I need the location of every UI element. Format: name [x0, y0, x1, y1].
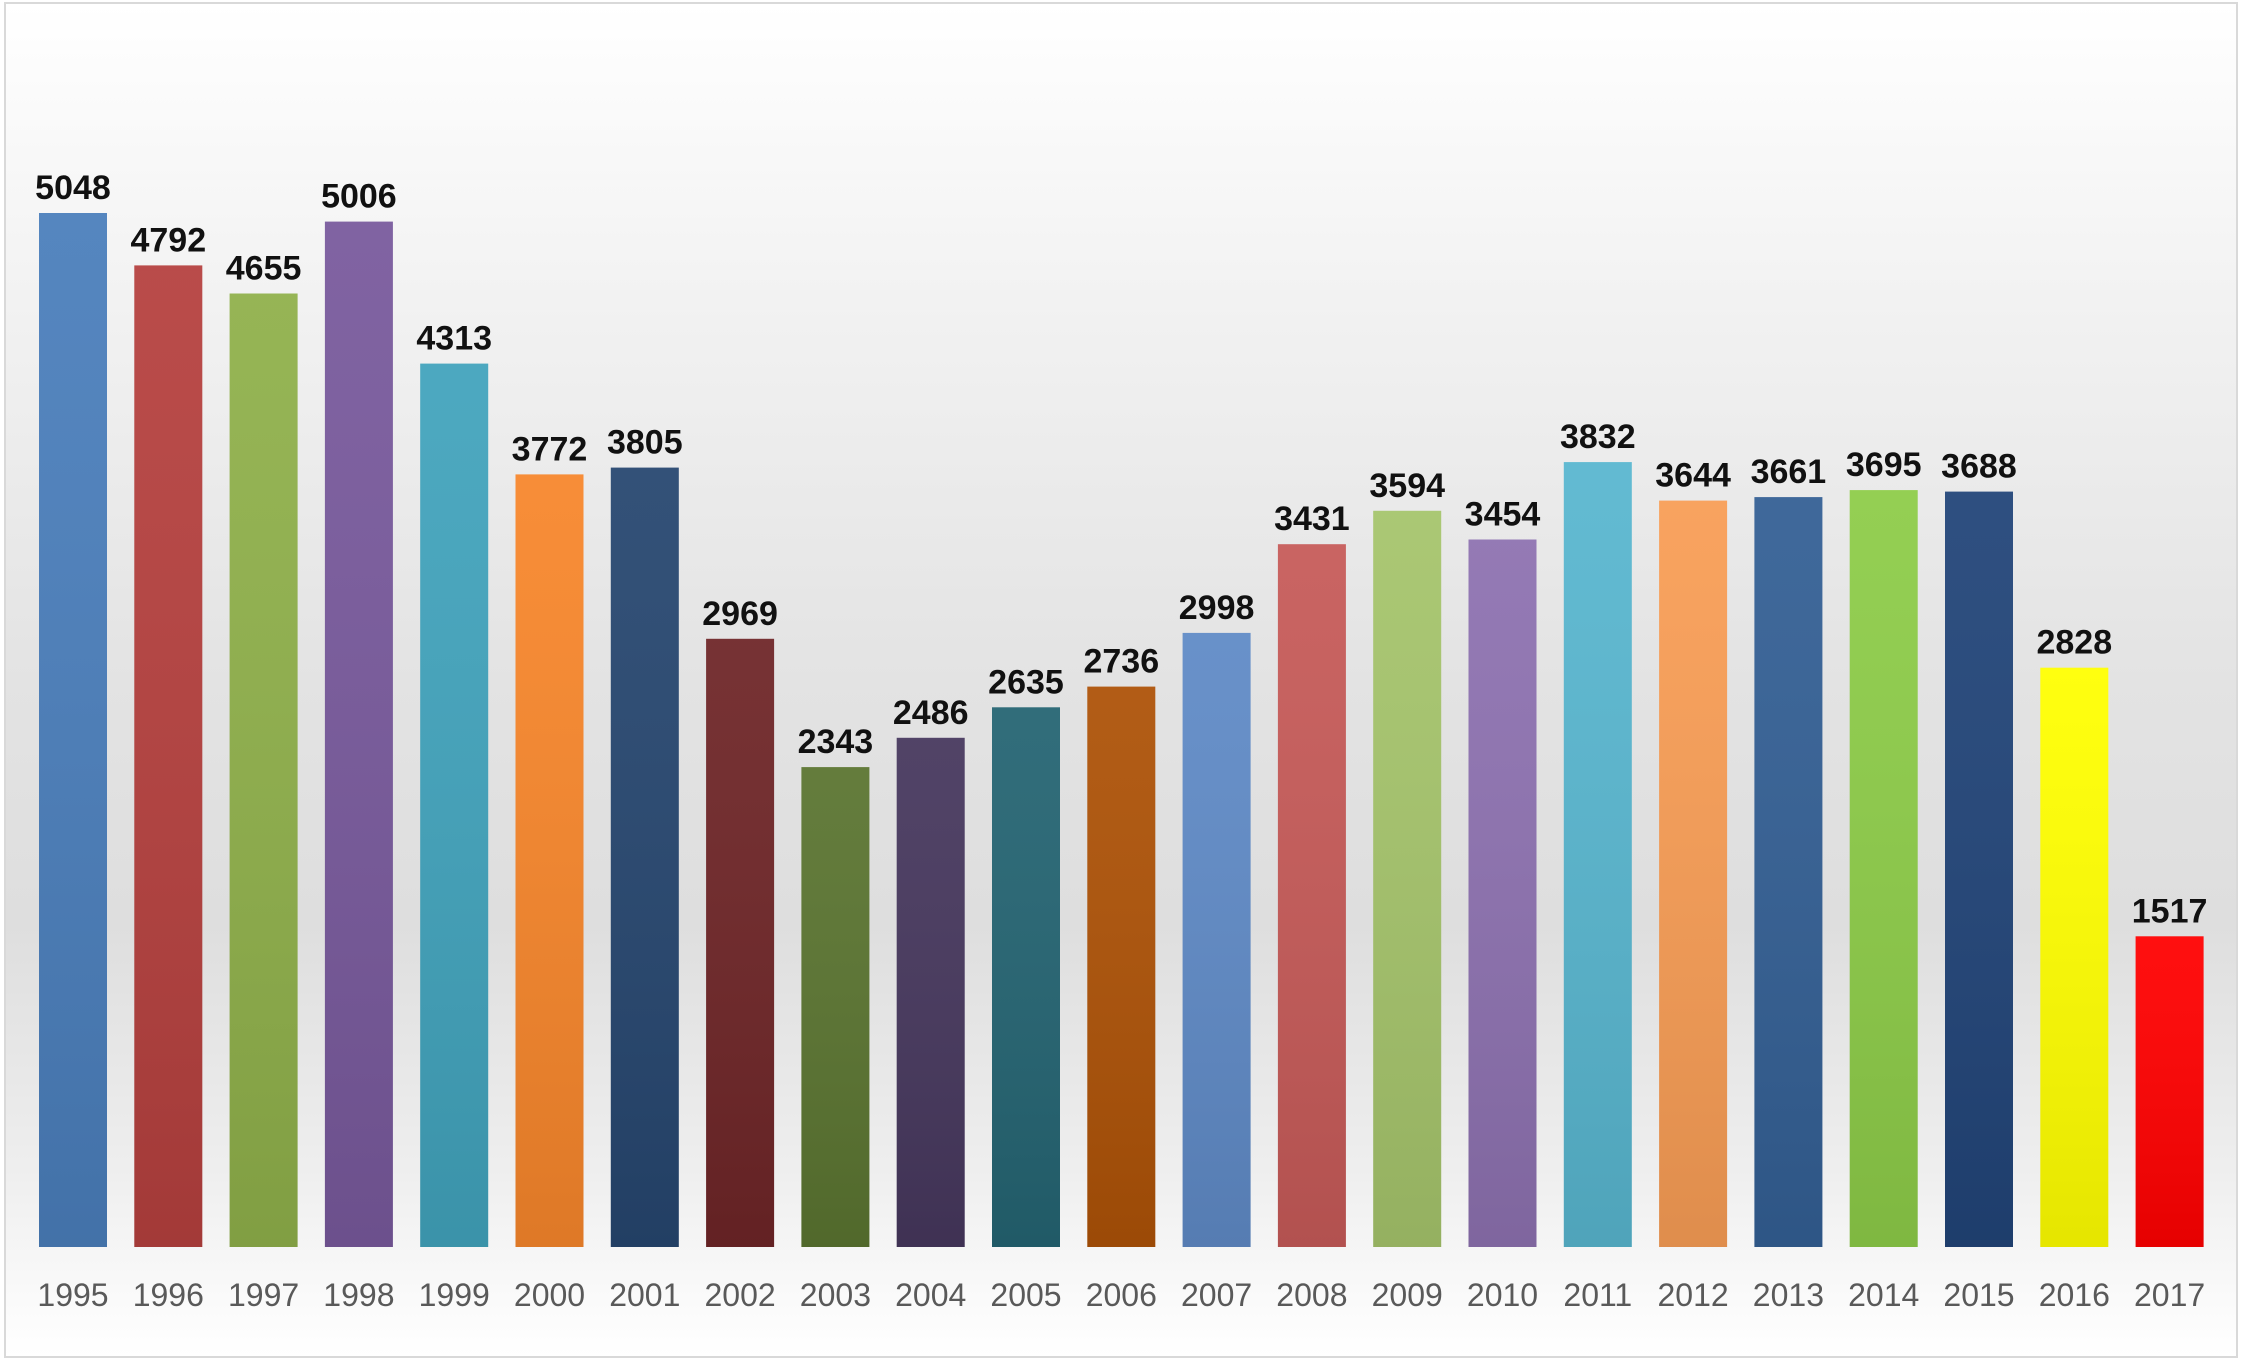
data-label-1996: 4792: [130, 221, 206, 259]
bar-shading-2016: [2040, 667, 2109, 1247]
x-tick-label-2008: 2008: [1276, 1277, 1347, 1313]
bar-shading-1997: [229, 293, 298, 1247]
bar-shading-1999: [420, 363, 489, 1248]
data-label-1998: 5006: [321, 178, 397, 216]
data-label-2007: 2998: [1179, 589, 1255, 627]
bar-shading-2004: [896, 737, 965, 1247]
data-label-2017: 1517: [2132, 892, 2208, 930]
data-label-2000: 3772: [512, 430, 588, 468]
bar-shading-2012: [1659, 500, 1728, 1248]
x-tick-label-1998: 1998: [323, 1277, 394, 1313]
bar-shading-2014: [1849, 490, 1918, 1248]
data-label-2006: 2736: [1083, 643, 1159, 681]
x-tick-label-1996: 1996: [133, 1277, 204, 1313]
bar-shading-2005: [992, 707, 1060, 1247]
bar-shading-2017: [2135, 936, 2204, 1247]
bar-shading-2010: [1468, 539, 1537, 1247]
bar-shading-1998: [324, 221, 393, 1248]
bar-shading-2013: [1754, 497, 1823, 1248]
bar-shading-2015: [1945, 491, 2013, 1248]
data-label-2014: 3695: [1846, 446, 1922, 484]
x-tick-label-2007: 2007: [1181, 1277, 1252, 1313]
bar-shading-2011: [1563, 462, 1632, 1248]
x-tick-label-2006: 2006: [1086, 1277, 1157, 1313]
x-tick-label-2000: 2000: [514, 1277, 585, 1313]
data-label-2001: 3805: [607, 424, 683, 462]
x-tick-label-2011: 2011: [1563, 1277, 1632, 1313]
data-label-2002: 2969: [702, 595, 778, 633]
x-axis: 1995 1996 1997 1998 1999 2000 2001 2002 2003 2004…: [37, 1277, 2205, 1313]
data-label-2016: 2828: [2036, 624, 2112, 662]
bar-shading-2000: [515, 474, 584, 1247]
data-label-2008: 3431: [1274, 500, 1350, 538]
data-label-2012: 3644: [1655, 457, 1731, 495]
data-label-2005: 2635: [988, 663, 1064, 701]
data-label-2004: 2486: [893, 694, 969, 732]
bar-shading-2009: [1373, 510, 1442, 1247]
x-tick-label-2013: 2013: [1753, 1277, 1824, 1313]
data-label-2003: 2343: [798, 723, 874, 761]
data-label-2010: 3454: [1465, 496, 1541, 534]
x-tick-label-2002: 2002: [705, 1277, 776, 1313]
x-tick-label-2015: 2015: [1943, 1277, 2014, 1313]
data-label-1999: 4313: [416, 320, 492, 358]
bar-shading-2007: [1182, 632, 1251, 1247]
x-tick-label-2001: 2001: [609, 1277, 680, 1313]
data-label-2015: 3688: [1941, 448, 2017, 486]
x-tick-label-2004: 2004: [895, 1277, 966, 1313]
bar-shading-1996: [134, 265, 203, 1247]
x-tick-label-2014: 2014: [1848, 1277, 1919, 1313]
data-labels: 5048 4792 4655 5006 4313 3772 3805 2969 2343 2486…: [35, 169, 2207, 930]
bar-shading-2002: [706, 638, 775, 1247]
data-label-2009: 3594: [1369, 467, 1445, 505]
bar-shading-2001: [610, 467, 679, 1248]
bar-shading-2003: [801, 767, 870, 1247]
x-tick-label-2005: 2005: [990, 1277, 1061, 1313]
x-tick-label-1997: 1997: [228, 1277, 299, 1313]
x-tick-label-2012: 2012: [1658, 1277, 1729, 1313]
x-tick-label-1995: 1995: [37, 1277, 108, 1313]
data-label-1995: 5048: [35, 169, 111, 207]
bar-shading-2008: [1277, 544, 1346, 1247]
data-label-2011: 3832: [1560, 418, 1636, 456]
x-tick-label-2017: 2017: [2134, 1277, 2205, 1313]
x-tick-label-2016: 2016: [2039, 1277, 2110, 1313]
bars: [39, 213, 2204, 1248]
bar-shading-1995: [39, 213, 107, 1247]
x-tick-label-2003: 2003: [800, 1277, 871, 1313]
data-label-2013: 3661: [1751, 453, 1827, 491]
x-tick-label-1999: 1999: [419, 1277, 490, 1313]
data-label-1997: 4655: [226, 250, 302, 288]
x-tick-label-2010: 2010: [1467, 1277, 1538, 1313]
bar-shading-2006: [1087, 686, 1156, 1247]
x-tick-label-2009: 2009: [1372, 1277, 1443, 1313]
